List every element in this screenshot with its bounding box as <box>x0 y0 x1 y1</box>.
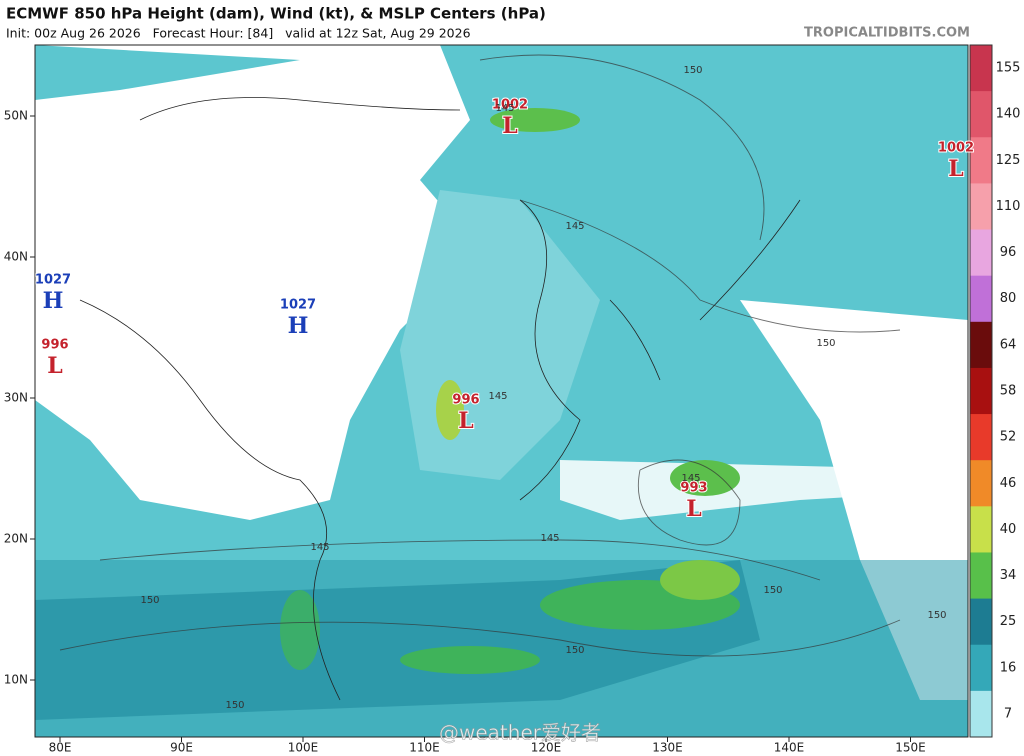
colorbar-label: 34 <box>1000 568 1017 583</box>
colorbar-label: 52 <box>1000 430 1017 445</box>
colorbar-label: 46 <box>1000 476 1017 491</box>
colorbar-swatch <box>970 137 992 184</box>
colorbar-swatch <box>970 690 992 738</box>
colorbar-label: 125 <box>996 153 1021 168</box>
lon-label: 140E <box>774 741 805 755</box>
colorbar-swatch <box>970 229 992 277</box>
watermark: @weather爱好者 <box>439 721 601 745</box>
colorbar-label: 110 <box>996 199 1021 214</box>
colorbar-label: 58 <box>1000 384 1017 399</box>
contour-label: 145 <box>310 542 329 553</box>
contour-label: 150 <box>816 338 835 349</box>
colorbar-swatch <box>970 367 992 415</box>
contour-label: 145 <box>681 473 700 484</box>
title: ECMWF 850 hPa Height (dam), Wind (kt), &… <box>6 5 546 23</box>
colorbar-label: 64 <box>1000 337 1017 352</box>
center-pressure: 1027 <box>280 298 316 313</box>
contour-label: 150 <box>927 610 946 621</box>
colorbar-swatch <box>970 275 992 323</box>
lon-label: 90E <box>170 741 193 755</box>
map-area <box>35 45 968 737</box>
colorbar-label: 40 <box>1000 522 1017 537</box>
contour-label: 145 <box>540 533 559 544</box>
center-letter: L <box>502 113 517 139</box>
lat-label: 20N <box>4 532 28 546</box>
colorbar-label: 140 <box>996 107 1021 122</box>
colorbar-frame <box>969 44 993 738</box>
center-letter: L <box>686 496 701 522</box>
colorbar-swatch <box>970 321 992 369</box>
colorbar-swatch <box>970 506 992 553</box>
colorbar-swatch <box>970 183 992 231</box>
source: TROPICALTIDBITS.COM <box>804 26 970 41</box>
center-letter: H <box>43 288 64 314</box>
colorbar: 155 140 125 110 96 80 64 58 52 46 40 34 25 16 7 <box>969 44 1021 738</box>
contour-label: 145 <box>565 221 584 232</box>
colorbar-swatch <box>970 552 992 600</box>
lon-label: 130E <box>652 741 683 755</box>
contour-label: 150 <box>683 65 702 76</box>
center-letter: L <box>948 156 963 182</box>
colorbar-swatch <box>970 460 992 507</box>
center-pressure: 1027 <box>35 273 71 288</box>
lon-label: 100E <box>288 741 319 755</box>
center-pressure: 993 <box>680 481 707 496</box>
lat-label: 10N <box>4 673 28 687</box>
lon-label: 120E <box>531 741 562 755</box>
lon-label: 80E <box>49 741 72 755</box>
lon-label: 150E <box>895 741 926 755</box>
lat-label: 40N <box>4 250 28 264</box>
lon-label: 110E <box>409 741 440 755</box>
colorbar-swatch <box>970 598 992 646</box>
contour-label: 150 <box>565 645 584 656</box>
colorbar-label: 96 <box>1000 245 1017 260</box>
center-pressure: 1002 <box>938 141 974 156</box>
lat-label: 50N <box>4 109 28 123</box>
contour-label: 145 <box>488 391 507 402</box>
colorbar-label: 7 <box>1004 706 1012 721</box>
colorbar-label: 16 <box>1000 660 1017 675</box>
center-letter: L <box>47 353 62 379</box>
colorbar-swatch <box>970 91 992 138</box>
contour-label: 145 <box>495 103 514 114</box>
center-pressure: 1002 <box>492 98 528 113</box>
colorbar-label: 25 <box>1000 614 1017 629</box>
colorbar-swatch <box>970 644 992 692</box>
colorbar-label: 80 <box>1000 291 1017 306</box>
center-letter: L <box>458 408 473 434</box>
center-letter: H <box>288 313 309 339</box>
contour-label: 150 <box>225 700 244 711</box>
colorbar-swatch <box>970 414 992 461</box>
center-pressure: 996 <box>452 393 479 408</box>
subtitle: Init: 00z Aug 26 2026 Forecast Hour: [84… <box>6 26 471 41</box>
center-pressure: 996 <box>41 338 68 353</box>
contour-label: 150 <box>763 585 782 596</box>
contour-label: 150 <box>140 595 159 606</box>
lat-label: 30N <box>4 391 28 405</box>
colorbar-swatch <box>970 45 992 92</box>
colorbar-label: 155 <box>996 61 1021 76</box>
